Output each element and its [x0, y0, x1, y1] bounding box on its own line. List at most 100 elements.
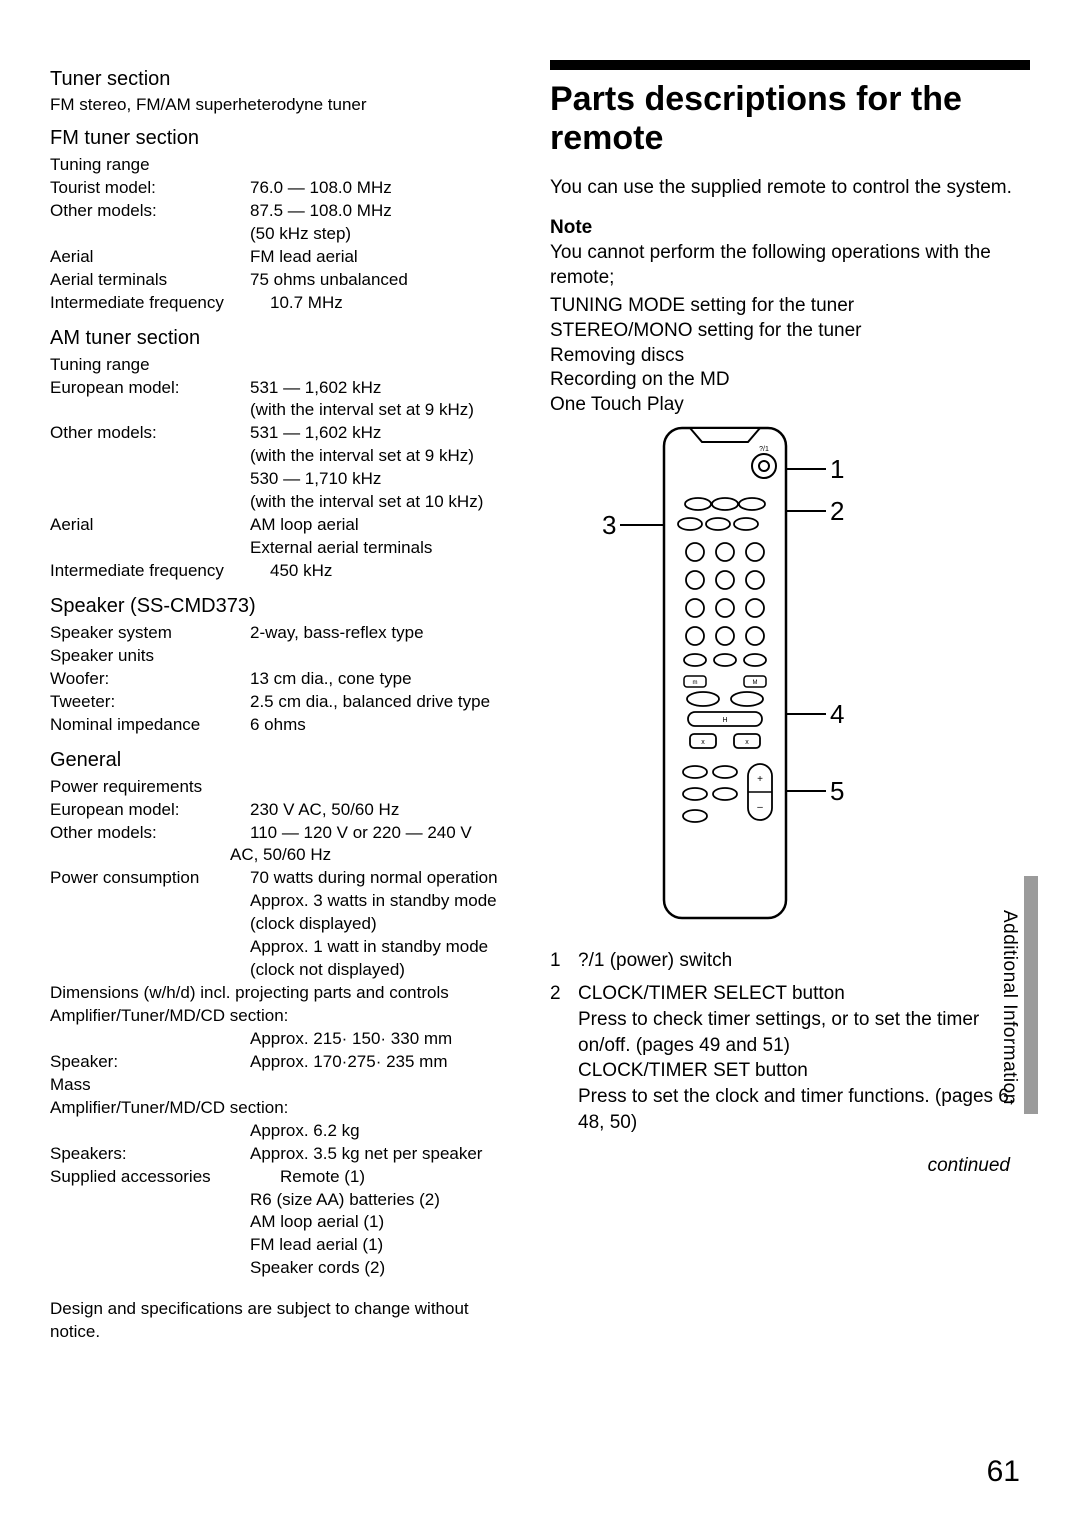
item-line: Press to set the clock and timer functio…: [578, 1084, 1030, 1135]
spk-system-value: 2-way, bass-reflex type: [250, 622, 510, 645]
gen-amp-section-label2: Amplifier/Tuner/MD/CD section:: [50, 1097, 510, 1120]
gen-acc2: R6 (size AA) batteries (2): [50, 1189, 510, 1212]
side-section-label: Additional Information: [998, 910, 1020, 1105]
page-number: 61: [987, 1455, 1020, 1489]
fm-terminals-label: Aerial terminals: [50, 269, 250, 292]
description-list: 1 ?/1 (power) switch 2 CLOCK/TIMER SELEC…: [550, 948, 1030, 1135]
am-tuning-range-label: Tuning range: [50, 354, 510, 377]
gen-cons-val4: Approx. 1 watt in standby mode: [50, 936, 510, 959]
description-item: 2 CLOCK/TIMER SELECT button Press to che…: [550, 981, 1030, 1135]
gen-cons-val2: Approx. 3 watts in standby mode: [50, 890, 510, 913]
spk-imp-value: 6 ohms: [250, 714, 510, 737]
gen-amp-dim: Approx. 215· 150· 330 mm: [50, 1028, 510, 1051]
item-line: Press to check timer settings, or to set…: [578, 1007, 1030, 1058]
gen-spk-mass-label: Speakers:: [50, 1143, 250, 1166]
spk-units-label: Speaker units: [50, 645, 510, 668]
side-tab: [1024, 876, 1038, 1114]
gen-cons-label: Power consumption: [50, 867, 250, 890]
remote-icon: ?/1: [660, 424, 790, 924]
gen-acc5: Speaker cords (2): [50, 1257, 510, 1280]
note-body: You cannot perform the following operati…: [550, 241, 1030, 290]
note-item: TUNING MODE setting for the tuner: [550, 294, 1030, 319]
callout-line: [784, 790, 826, 792]
remote-diagram: 3 1 2 4 5 ?/1: [550, 424, 1030, 944]
spk-imp-label: Nominal impedance: [50, 714, 250, 737]
specs-column: Tuner section FM stereo, FM/AM superhete…: [50, 60, 510, 1344]
am-other-val2: 530 — 1,710 kHz: [50, 468, 510, 491]
fm-if-value: 10.7 MHz: [250, 292, 510, 315]
callout-3: 3: [602, 510, 616, 541]
description-item: 1 ?/1 (power) switch: [550, 948, 1030, 974]
spk-system-label: Speaker system: [50, 622, 250, 645]
gen-spk-mass: Approx. 3.5 kg net per speaker: [250, 1143, 510, 1166]
callout-line: [784, 713, 826, 715]
gen-other-label: Other models:: [50, 822, 250, 845]
item-title: ?/1 (power) switch: [578, 948, 1030, 974]
gen-acc1: Remote (1): [250, 1166, 510, 1189]
gen-other-value: 110 — 120 V or 220 — 240 V: [250, 822, 510, 845]
am-if-label: Intermediate frequency: [50, 560, 250, 583]
am-eu-label: European model:: [50, 377, 250, 400]
item-number: 2: [550, 981, 564, 1135]
callout-line: [784, 510, 826, 512]
fm-other-value: 87.5 — 108.0 MHz: [250, 200, 510, 223]
callout-5: 5: [830, 776, 844, 807]
gen-acc4: FM lead aerial (1): [50, 1234, 510, 1257]
am-other-label: Other models:: [50, 422, 250, 445]
svg-text:x: x: [745, 739, 749, 746]
gen-cons-val1: 70 watts during normal operation: [250, 867, 510, 890]
gen-cons-val3: (clock displayed): [50, 913, 510, 936]
gen-dim-label: Dimensions (w/h/d) incl. projecting part…: [50, 982, 510, 1005]
tuner-section-heading: Tuner section: [50, 68, 510, 91]
am-section-heading: AM tuner section: [50, 327, 510, 350]
intro-text: You can use the supplied remote to contr…: [550, 176, 1030, 201]
svg-text:H: H: [722, 717, 727, 724]
continued-label: continued: [550, 1155, 1030, 1177]
note-heading: Note: [550, 217, 1030, 239]
fm-tourist-value: 76.0 — 108.0 MHz: [250, 177, 510, 200]
gen-eu-label: European model:: [50, 799, 250, 822]
am-aerial-label: Aerial: [50, 514, 250, 537]
item-title: CLOCK/TIMER SELECT button: [578, 981, 1030, 1007]
note-item: Removing discs: [550, 344, 1030, 369]
am-other-note1: (with the interval set at 9 kHz): [50, 445, 510, 468]
general-section-heading: General: [50, 749, 510, 772]
am-aerial-val1: AM loop aerial: [250, 514, 510, 537]
fm-aerial-label: Aerial: [50, 246, 250, 269]
fm-section-heading: FM tuner section: [50, 127, 510, 150]
gen-spk-dim: Approx. 170·275· 235 mm: [250, 1051, 510, 1074]
gen-mass-label: Mass: [50, 1074, 510, 1097]
callout-1: 1: [830, 454, 844, 485]
remote-column: Parts descriptions for the remote You ca…: [550, 60, 1030, 1344]
fm-aerial-value: FM lead aerial: [250, 246, 510, 269]
note-list: TUNING MODE setting for the tuner STEREO…: [550, 294, 1030, 417]
gen-eu-value: 230 V AC, 50/60 Hz: [250, 799, 510, 822]
am-aerial-val2: External aerial terminals: [50, 537, 510, 560]
am-other-val1: 531 — 1,602 kHz: [250, 422, 510, 445]
am-if-value: 450 kHz: [250, 560, 510, 583]
spk-woofer-value: 13 cm dia., cone type: [250, 668, 510, 691]
svg-text:m: m: [693, 680, 698, 686]
svg-text:x: x: [701, 739, 705, 746]
spk-tweeter-label: Tweeter:: [50, 691, 250, 714]
gen-cons-val5: (clock not displayed): [50, 959, 510, 982]
spk-tweeter-value: 2.5 cm dia., balanced drive type: [250, 691, 510, 714]
gen-acc3: AM loop aerial (1): [50, 1211, 510, 1234]
design-note: Design and specifications are subject to…: [50, 1298, 510, 1344]
am-eu-note: (with the interval set at 9 kHz): [50, 399, 510, 422]
tuner-subtitle: FM stereo, FM/AM superheterodyne tuner: [50, 95, 510, 115]
callout-4: 4: [830, 699, 844, 730]
gen-acc-label: Supplied accessories: [50, 1166, 250, 1189]
gen-power-req-label: Power requirements: [50, 776, 510, 799]
svg-text:?/1: ?/1: [759, 446, 769, 453]
section-bar: [550, 60, 1030, 70]
page-title: Parts descriptions for the remote: [550, 80, 1030, 158]
am-other-note2: (with the interval set at 10 kHz): [50, 491, 510, 514]
gen-amp-section-label: Amplifier/Tuner/MD/CD section:: [50, 1005, 510, 1028]
fm-tuning-range-label: Tuning range: [50, 154, 510, 177]
fm-step: (50 kHz step): [50, 223, 510, 246]
fm-terminals-value: 75 ohms unbalanced: [250, 269, 510, 292]
speaker-section-heading: Speaker (SS-CMD373): [50, 595, 510, 618]
item-number: 1: [550, 948, 564, 974]
svg-text:–: –: [757, 802, 763, 813]
